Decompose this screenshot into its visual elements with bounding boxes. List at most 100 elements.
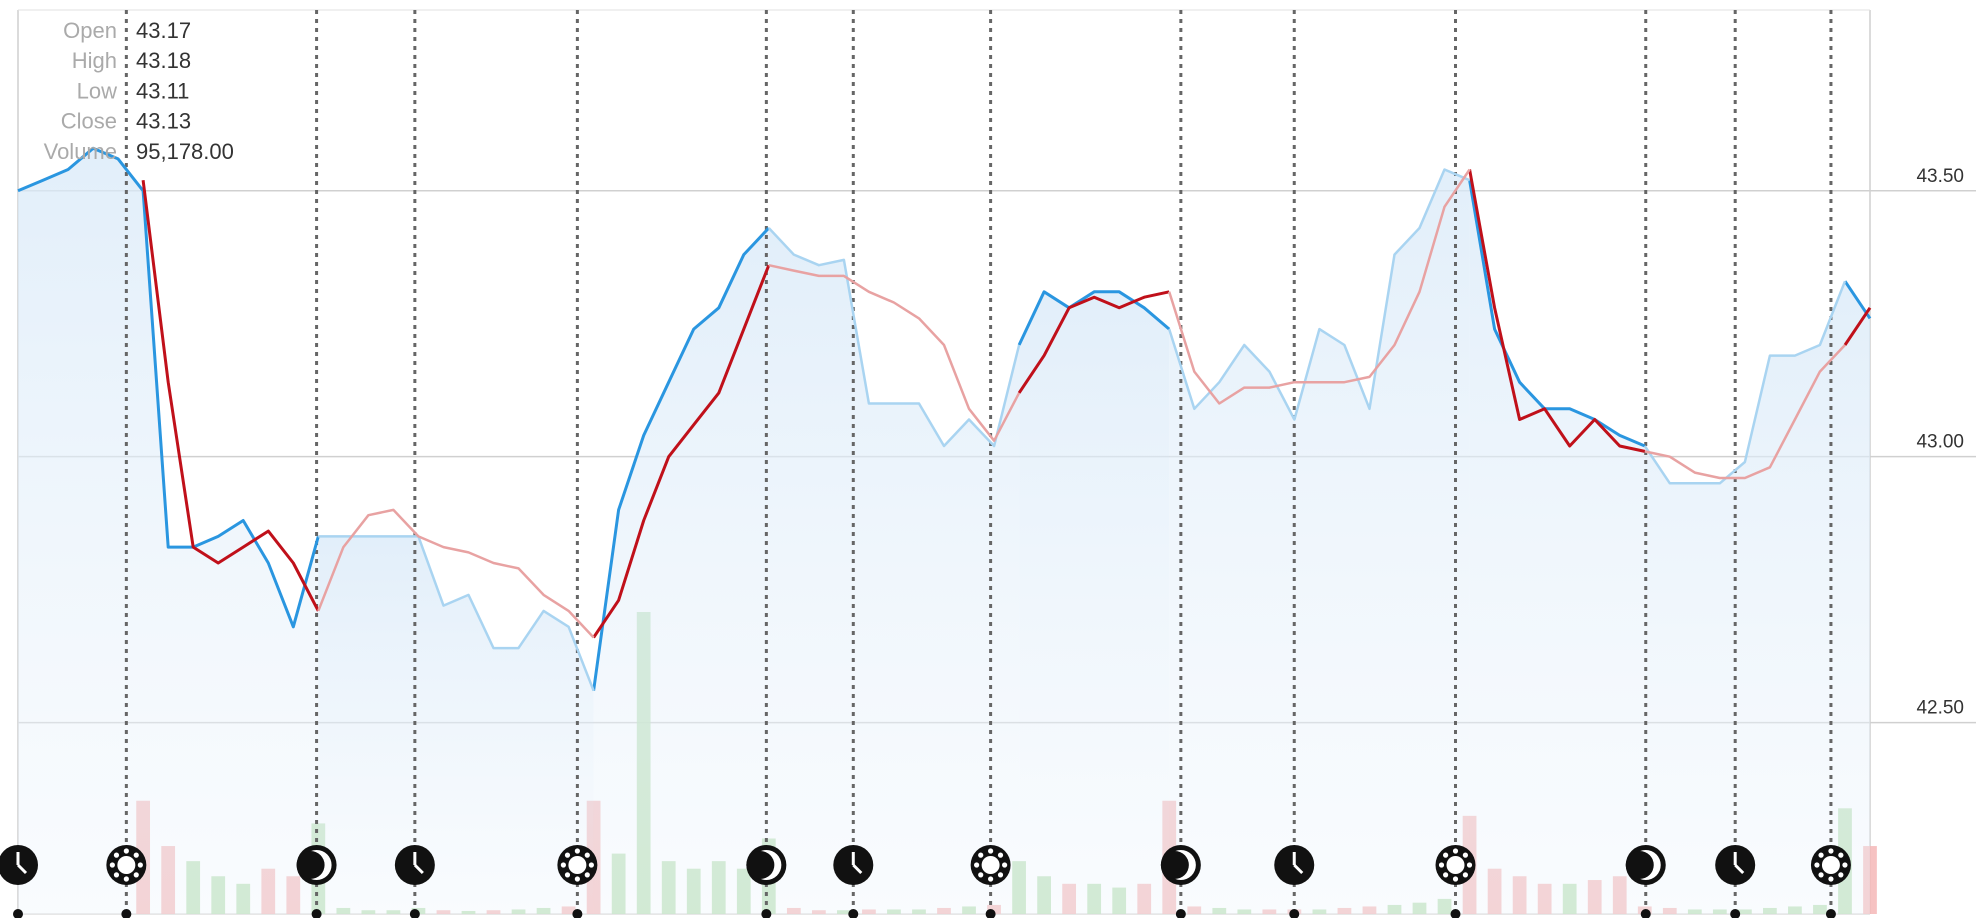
icon-ray bbox=[574, 848, 580, 854]
icon-sun bbox=[568, 856, 587, 874]
session-lines bbox=[124, 10, 1833, 914]
icon-ray bbox=[113, 852, 120, 858]
ohlc-value: 95,178.00 bbox=[136, 139, 234, 164]
icon-ray bbox=[988, 848, 994, 854]
icon-moon-cut bbox=[296, 851, 325, 879]
session-dot bbox=[1640, 909, 1651, 918]
session-icon bbox=[746, 845, 787, 885]
icon-ray bbox=[133, 852, 139, 858]
icon-ray bbox=[1462, 852, 1469, 858]
price-area bbox=[1169, 169, 1470, 914]
icon-moon-cut bbox=[746, 851, 775, 879]
ohlc-legend: Open 43.17 High 43.18 Low 43.11 Close 43.13 Volu… bbox=[44, 18, 234, 164]
average-line bbox=[317, 508, 595, 639]
icon-sun bbox=[1446, 856, 1465, 874]
icon-ray bbox=[1818, 852, 1824, 858]
price-area bbox=[318, 536, 594, 914]
icon-ray bbox=[978, 872, 984, 878]
session-dot bbox=[985, 909, 996, 918]
icon-ray bbox=[1814, 862, 1820, 868]
session-icon bbox=[970, 845, 1011, 885]
icon-ray bbox=[988, 876, 994, 882]
session-dot bbox=[121, 909, 132, 918]
y-tick-label: 42.50 bbox=[1916, 698, 1964, 719]
price-area bbox=[18, 148, 319, 915]
ohlc-label: Open bbox=[63, 18, 117, 43]
icon-hand bbox=[1293, 863, 1304, 875]
session-dot bbox=[1730, 909, 1741, 918]
session-dot bbox=[848, 909, 859, 918]
session-icon bbox=[1625, 845, 1666, 885]
price-line bbox=[1168, 168, 1471, 421]
session-dot bbox=[13, 909, 23, 918]
icon-ray bbox=[1462, 872, 1469, 878]
average-line bbox=[768, 263, 1021, 442]
ohlc-label: Close bbox=[61, 109, 117, 134]
price-area bbox=[1469, 180, 1645, 914]
icon-sun bbox=[117, 856, 136, 874]
icon-ray bbox=[109, 862, 115, 868]
icon-hand bbox=[852, 863, 863, 875]
icon-ray bbox=[1818, 872, 1824, 878]
icon-ray bbox=[574, 876, 580, 882]
session-dot bbox=[1289, 909, 1300, 918]
icon-ray bbox=[133, 872, 139, 878]
average-line bbox=[1644, 344, 1846, 480]
session-icon bbox=[1435, 845, 1476, 885]
session-dot bbox=[311, 909, 322, 918]
icon-ray bbox=[584, 852, 590, 858]
average-line bbox=[1017, 290, 1170, 394]
icon-ray bbox=[1838, 852, 1844, 858]
session-icons bbox=[0, 845, 1851, 918]
session-dot bbox=[761, 909, 772, 918]
session-icon bbox=[557, 845, 598, 885]
icon-hand bbox=[16, 863, 28, 875]
ohlc-value: 43.18 bbox=[136, 48, 191, 73]
y-tick-label: 43.00 bbox=[1916, 432, 1964, 453]
price-area bbox=[1845, 281, 1870, 914]
icon-hand bbox=[1734, 863, 1745, 875]
average-line bbox=[1843, 306, 1872, 346]
icon-ray bbox=[1452, 848, 1459, 854]
icon-ray bbox=[1828, 876, 1834, 882]
icon-ray bbox=[588, 862, 594, 868]
session-dot bbox=[1825, 909, 1836, 918]
average-line bbox=[592, 264, 771, 639]
average-line bbox=[1468, 169, 1646, 453]
icon-moon-cut bbox=[1160, 851, 1189, 879]
ohlc-value: 43.11 bbox=[136, 78, 189, 103]
icon-ray bbox=[1438, 862, 1445, 868]
price-area bbox=[768, 228, 1020, 914]
ohlc-label: Volume bbox=[44, 139, 117, 164]
icon-ray bbox=[123, 876, 129, 882]
session-icon bbox=[106, 845, 147, 885]
icon-ray bbox=[997, 852, 1004, 858]
session-icon bbox=[0, 845, 38, 885]
session-dot bbox=[1175, 909, 1186, 918]
icon-ray bbox=[1443, 852, 1449, 858]
icon-sun bbox=[981, 856, 1000, 874]
icon-ray bbox=[1443, 872, 1449, 878]
price-line bbox=[767, 227, 1021, 448]
icon-ray bbox=[137, 862, 143, 868]
icon-ray bbox=[123, 848, 129, 854]
icon-sun bbox=[1821, 856, 1840, 874]
icon-moon-cut bbox=[1625, 851, 1654, 879]
average-line bbox=[141, 180, 320, 612]
session-dot bbox=[1450, 909, 1461, 918]
price-line bbox=[17, 146, 320, 629]
icon-hand bbox=[413, 863, 424, 875]
ohlc-value: 43.17 bbox=[136, 18, 191, 43]
price-area bbox=[593, 228, 769, 914]
icon-ray bbox=[1002, 862, 1008, 868]
icon-ray bbox=[564, 872, 571, 878]
lines bbox=[17, 146, 1872, 692]
average-line bbox=[1168, 168, 1471, 405]
session-icon bbox=[296, 845, 337, 885]
session-icon bbox=[1274, 845, 1315, 885]
icon-ray bbox=[974, 862, 980, 868]
session-icon bbox=[833, 845, 874, 885]
y-tick-label: 43.50 bbox=[1916, 166, 1964, 187]
icon-ray bbox=[997, 872, 1004, 878]
